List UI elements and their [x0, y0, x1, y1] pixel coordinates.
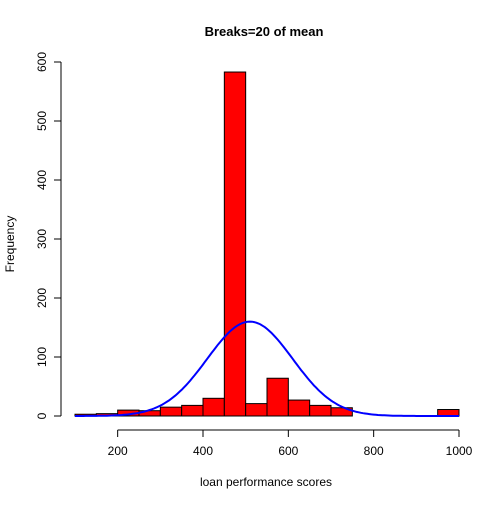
y-tick-label: 0: [35, 412, 49, 419]
chart-title: Breaks=20 of mean: [205, 24, 324, 39]
y-axis-label: Frequency: [3, 216, 17, 273]
y-axis: 0 100 200 300 400 500 600: [35, 52, 62, 419]
histogram-bar: [223, 71, 247, 417]
histogram-bar: [245, 403, 268, 417]
x-tick-label: 1000: [446, 444, 473, 458]
density-curve-line: [75, 320, 459, 417]
x-axis: 200 400 600 800 1000: [108, 429, 473, 458]
histogram-bar: [202, 397, 225, 417]
x-axis-label: loan performance scores: [200, 475, 332, 489]
y-tick-label: 200: [35, 288, 49, 308]
x-tick-label: 800: [364, 444, 384, 458]
x-tick-label: 200: [108, 444, 128, 458]
histogram-bar: [159, 406, 183, 417]
y-tick-label: 400: [35, 170, 49, 190]
histogram-bar: [181, 404, 204, 417]
y-tick-label: 300: [35, 229, 49, 249]
histogram-bar: [266, 377, 289, 417]
histogram-bar: [309, 404, 332, 417]
y-tick-label: 500: [35, 111, 49, 131]
y-tick-label: 100: [35, 347, 49, 367]
histogram-bar: [330, 407, 353, 417]
density-curve-group: [75, 320, 459, 417]
x-tick-label: 400: [193, 444, 213, 458]
x-tick-label: 600: [278, 444, 298, 458]
y-tick-label: 600: [35, 52, 49, 72]
histogram-bars: [74, 71, 460, 417]
histogram-bar: [287, 399, 311, 417]
